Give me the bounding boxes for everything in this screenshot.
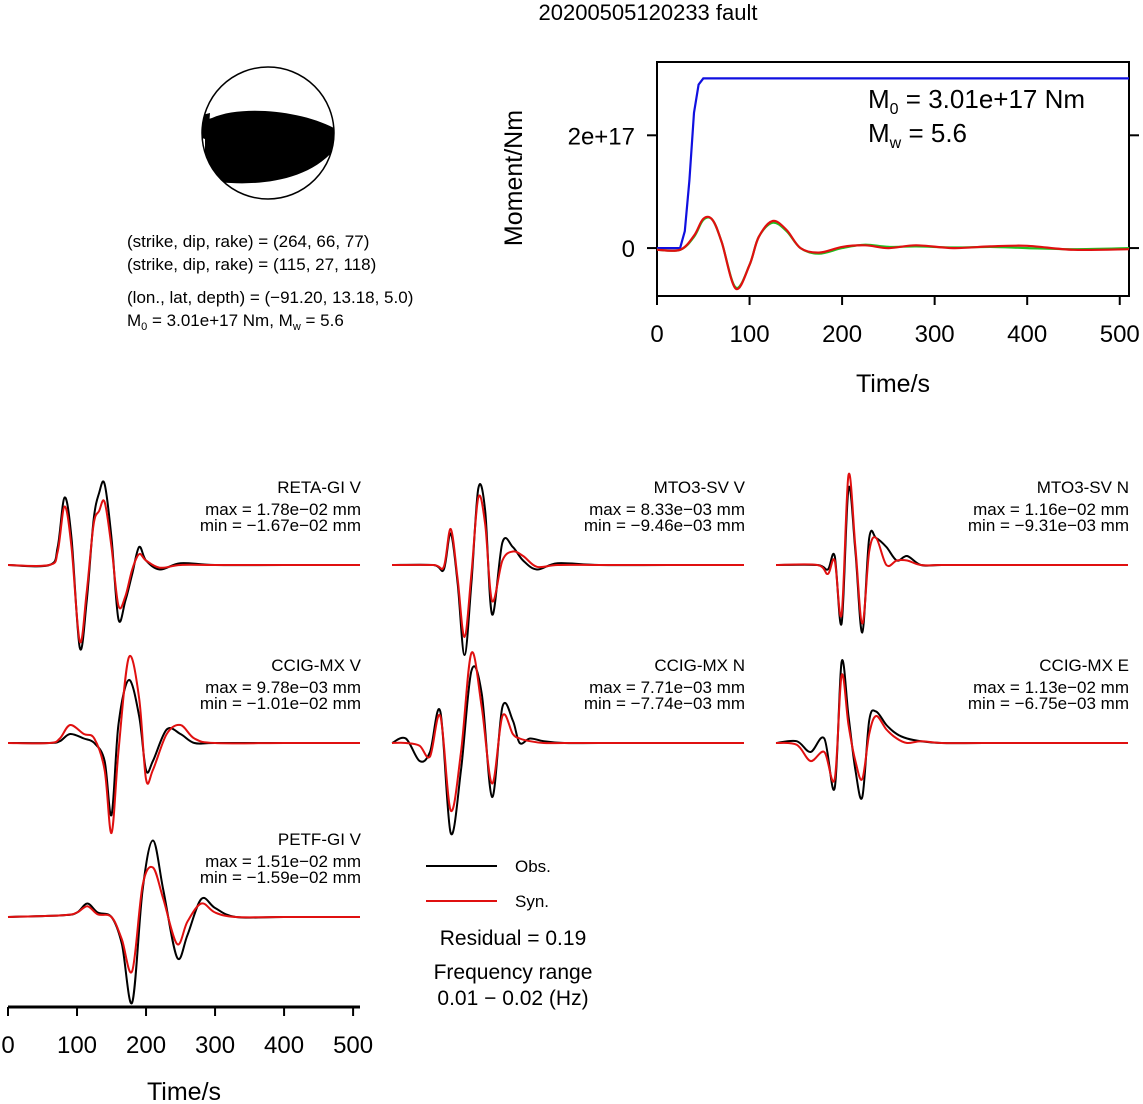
waveform-xtick-label: 200 (126, 1032, 166, 1059)
source-magnitude: M0 = 3.01e+17 Nm, Mw = 5.6 (127, 311, 344, 333)
synthetic-waveform-line (775, 472, 1128, 625)
waveform-xtick-label: 400 (264, 1032, 304, 1059)
moment-curves (656, 77, 1130, 291)
synthetic-waveform-line (7, 499, 360, 644)
observed-waveform-line (7, 839, 360, 1005)
legend: Obs. Syn. Residual = 0.19 Frequency rang… (426, 857, 592, 1010)
min-amplitude-label: min = −1.01e−02 mm (200, 694, 361, 713)
station-label: CCIG-MX N (654, 656, 745, 675)
station-label: PETF-GI V (278, 830, 362, 849)
max-amplitude-label: max = 7.71e−03 mm (589, 678, 745, 697)
nodal-plane-2: (strike, dip, rake) = (115, 27, 118) (127, 255, 376, 274)
moment-xtick-label: 0 (650, 321, 663, 348)
max-amplitude-label: max = 8.33e−03 mm (589, 500, 745, 519)
moment-panel: 02e+170 100 200 300 400 500 M0 = 3.01e+17 Nm … (500, 61, 1140, 398)
synthetic-waveform-line (7, 654, 360, 835)
waveform-xtick-label: 500 (333, 1032, 373, 1059)
moment-xlabel: Time/s (856, 370, 930, 398)
synthetic-waveform-line (775, 673, 1128, 783)
station-label: CCIG-MX V (271, 656, 361, 675)
figure-title: 20200505120233 fault (539, 0, 758, 25)
min-amplitude-label: min = −6.75e−03 mm (968, 694, 1129, 713)
station-label: CCIG-MX E (1039, 656, 1129, 675)
synthetic-waveform-line (391, 494, 744, 639)
max-amplitude-label: max = 1.78e−02 mm (205, 500, 361, 519)
legend-obs-label: Obs. (515, 857, 551, 876)
frequency-range-title: Frequency range (434, 961, 593, 984)
max-amplitude-label: max = 9.78e−03 mm (205, 678, 361, 697)
waveform-xlabel: Time/s (147, 1078, 221, 1104)
moment-ytick-label: 2e+17 (568, 123, 635, 150)
beachball-compression-sliver (202, 113, 210, 140)
moment-xtick-label: 100 (730, 321, 770, 348)
beachball-outline (201, 66, 335, 200)
waveform-xtick-label: 100 (57, 1032, 97, 1059)
moment-ticks: 0 2e+17 0 100 200 300 400 500 (568, 123, 1140, 348)
observed-waveform-line (7, 678, 360, 817)
beachball (201, 66, 335, 200)
station-label: MTO3-SV V (654, 478, 746, 497)
min-amplitude-label: min = −1.59e−02 mm (200, 868, 361, 887)
green-waveform-line (656, 216, 1130, 290)
station-label: RETA-GI V (277, 478, 361, 497)
moment-panel-frame (656, 61, 1130, 297)
moment-function-line (657, 77, 1129, 250)
source-location: (lon., lat, depth) = (−91.20, 13.18, 5.0… (127, 288, 413, 307)
waveform-time-axis: Time/s 0 100 200 300 400 500 (1, 1005, 373, 1104)
waveform-xtick-label: 0 (1, 1032, 14, 1059)
max-amplitude-label: max = 1.13e−02 mm (973, 678, 1129, 697)
moment-xtick-label: 500 (1100, 321, 1140, 348)
nodal-plane-1: (strike, dip, rake) = (264, 66, 77) (127, 232, 369, 251)
moment-xtick-label: 400 (1007, 321, 1047, 348)
red-waveform-line (656, 215, 1130, 291)
min-amplitude-label: min = −7.74e−03 mm (584, 694, 745, 713)
min-amplitude-label: min = −9.46e−03 mm (584, 516, 745, 535)
frequency-range-value: 0.01 − 0.02 (Hz) (437, 987, 588, 1010)
waveform-xtick-label: 300 (195, 1032, 235, 1059)
moment-ylabel: Moment/Nm (500, 110, 528, 246)
station-label: MTO3-SV N (1037, 478, 1129, 497)
min-amplitude-label: min = −1.67e−02 mm (200, 516, 361, 535)
moment-ytick-label: 0 (622, 236, 635, 263)
moment-xtick-label: 200 (822, 321, 862, 348)
max-amplitude-label: max = 1.51e−02 mm (205, 852, 361, 871)
synthetic-waveform-line (391, 651, 744, 812)
synthetic-waveform-line (7, 865, 360, 974)
moment-xtick-label: 300 (915, 321, 955, 348)
min-amplitude-label: min = −9.31e−03 mm (968, 516, 1129, 535)
residual-text: Residual = 0.19 (440, 927, 587, 950)
observed-waveform-line (7, 480, 360, 651)
moment-mw-label: Mw = 5.6 (868, 118, 967, 152)
moment-m0-label: M0 = 3.01e+17 Nm (868, 84, 1085, 118)
max-amplitude-label: max = 1.16e−02 mm (973, 500, 1129, 519)
legend-syn-label: Syn. (515, 892, 549, 911)
